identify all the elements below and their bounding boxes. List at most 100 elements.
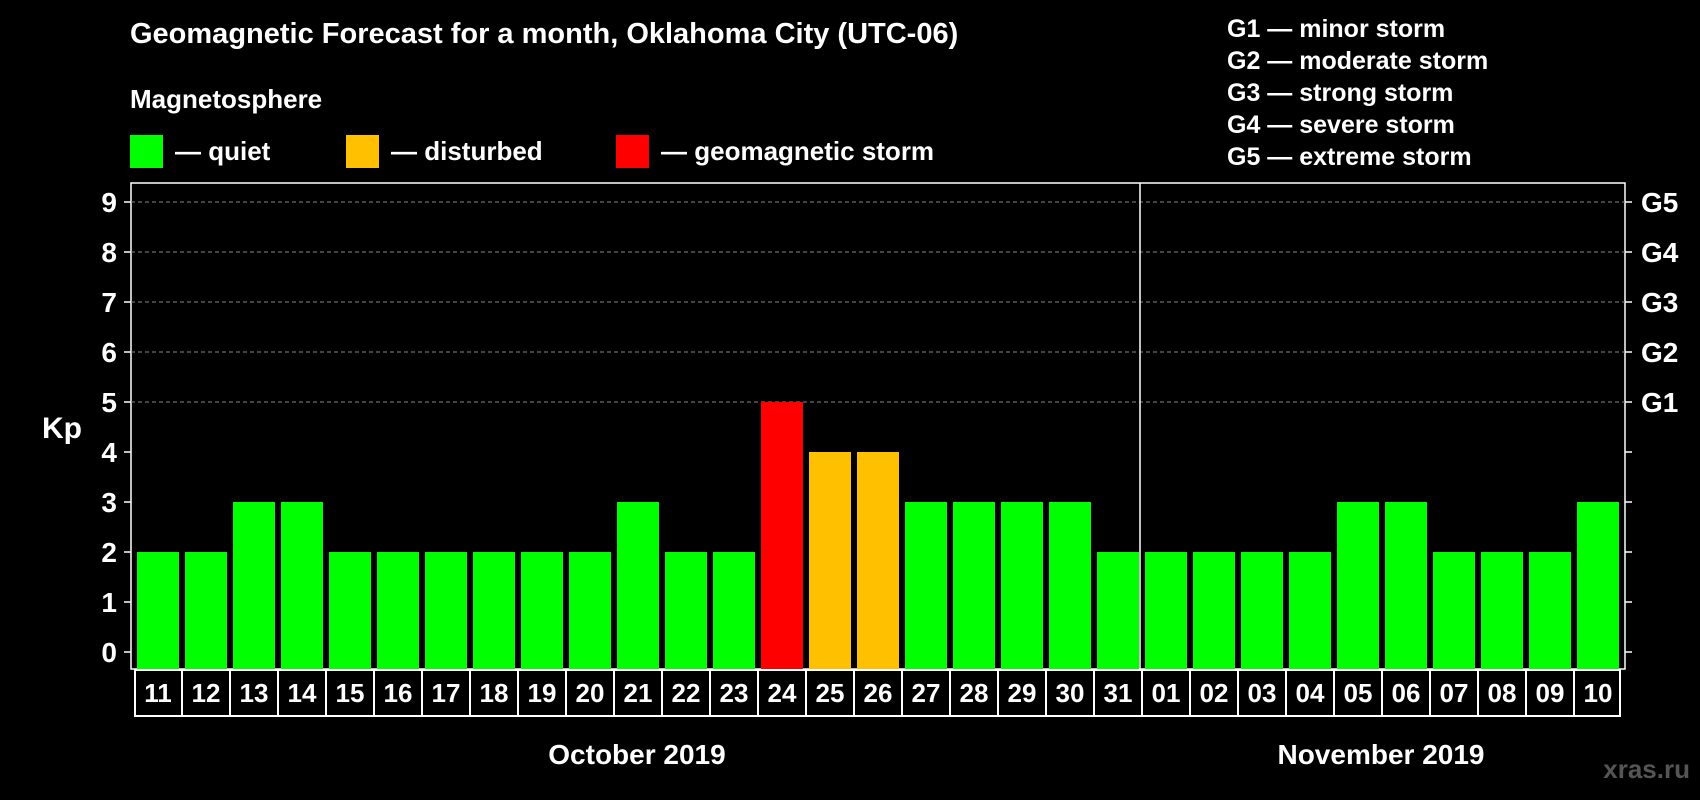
right-axis-label-g3: G3	[1641, 287, 1678, 318]
x-tick-label-24: 03	[1248, 678, 1277, 708]
x-tick-label-12: 22	[672, 678, 701, 708]
bar-day-30	[1529, 552, 1571, 669]
bar-day-7	[425, 552, 467, 669]
bar-day-11	[617, 502, 659, 669]
chart-title: Geomagnetic Forecast for a month, Oklaho…	[130, 18, 959, 50]
y-tick-label-9: 9	[101, 187, 117, 218]
bar-day-27	[1385, 502, 1427, 669]
bar-day-23	[1193, 552, 1235, 669]
x-tick-label-3: 13	[240, 678, 269, 708]
x-tick-label-23: 02	[1200, 678, 1229, 708]
legend-label-disturbed: — disturbed	[391, 135, 543, 166]
bar-day-5	[329, 552, 371, 669]
y-tick-label-6: 6	[101, 337, 117, 368]
x-tick-label-6: 16	[384, 678, 413, 708]
x-tick-label-20: 30	[1056, 678, 1085, 708]
x-tick-label-18: 28	[960, 678, 989, 708]
bar-day-29	[1481, 552, 1523, 669]
bar-day-20	[1049, 502, 1091, 669]
y-tick-label-5: 5	[101, 387, 117, 418]
y-tick-label-2: 2	[101, 537, 117, 568]
x-tick-label-16: 26	[864, 678, 893, 708]
x-tick-label-5: 15	[336, 678, 365, 708]
bar-day-21	[1097, 552, 1139, 669]
x-tick-label-11: 21	[624, 678, 653, 708]
bar-day-26	[1337, 502, 1379, 669]
bar-day-14	[761, 402, 803, 669]
y-tick-label-8: 8	[101, 237, 117, 268]
storm-level-g1: G1 — minor storm	[1227, 15, 1446, 43]
legend-item-disturbed: — disturbed	[346, 134, 543, 168]
x-tick-label-17: 27	[912, 678, 941, 708]
x-tick-label-28: 07	[1440, 678, 1469, 708]
y-tick-label-1: 1	[101, 587, 117, 618]
x-tick-label-15: 25	[816, 678, 845, 708]
storm-level-g3: G3 — strong storm	[1227, 79, 1454, 107]
legend-item-storm: — geomagnetic storm	[616, 134, 934, 168]
legend-heading: Magnetosphere	[130, 84, 323, 114]
watermark: xras.ru	[1603, 754, 1690, 784]
bar-day-22	[1145, 552, 1187, 669]
storm-level-legend: G1 — minor storm G2 — moderate storm G3 …	[1227, 13, 1488, 173]
day-label-frame	[134, 669, 1621, 717]
x-tick-label-30: 09	[1536, 678, 1565, 708]
right-axis-label-g5: G5	[1641, 187, 1678, 218]
bar-day-8	[473, 552, 515, 669]
bar-day-2	[185, 552, 227, 669]
x-tick-label-10: 20	[576, 678, 605, 708]
bar-day-18	[953, 502, 995, 669]
bar-day-1	[137, 552, 179, 669]
legend-swatch-disturbed	[346, 134, 379, 168]
bar-day-17	[905, 502, 947, 669]
right-axis-label-g2: G2	[1641, 337, 1678, 368]
bar-day-25	[1289, 552, 1331, 669]
bar-day-28	[1433, 552, 1475, 669]
legend-item-quiet: — quiet	[130, 134, 270, 168]
x-tick-label-9: 19	[528, 678, 557, 708]
x-tick-label-1: 11	[144, 678, 172, 708]
right-axis-label-g1: G1	[1641, 387, 1678, 418]
storm-level-g4: G4 — severe storm	[1227, 111, 1455, 139]
x-tick-label-29: 08	[1488, 678, 1517, 708]
bar-day-24	[1241, 552, 1283, 669]
x-tick-label-31: 10	[1584, 678, 1613, 708]
month-label-2: November 2019	[1277, 739, 1484, 770]
storm-level-g2: G2 — moderate storm	[1227, 47, 1489, 75]
x-tick-label-8: 18	[480, 678, 509, 708]
bar-day-19	[1001, 502, 1043, 669]
bar-day-16	[857, 452, 899, 669]
bar-day-31	[1577, 502, 1619, 669]
x-tick-label-26: 05	[1344, 678, 1373, 708]
y-axis-label: Kp	[42, 412, 82, 445]
x-tick-label-21: 31	[1104, 678, 1133, 708]
x-tick-label-7: 17	[432, 678, 461, 708]
x-tick-label-14: 24	[768, 678, 797, 708]
bar-day-3	[233, 502, 275, 669]
bar-day-13	[713, 552, 755, 669]
x-tick-label-19: 29	[1008, 678, 1037, 708]
y-tick-label-3: 3	[101, 487, 117, 518]
x-tick-label-2: 12	[192, 678, 221, 708]
x-tick-label-4: 14	[288, 678, 317, 708]
y-tick-label-4: 4	[101, 437, 117, 468]
y-tick-label-7: 7	[101, 287, 117, 318]
month-label-1: October 2019	[548, 739, 725, 770]
x-tick-label-13: 23	[720, 678, 749, 708]
bar-day-12	[665, 552, 707, 669]
bar-day-6	[377, 552, 419, 669]
right-axis-label-g4: G4	[1641, 237, 1679, 268]
storm-level-g5: G5 — extreme storm	[1227, 143, 1472, 171]
x-tick-label-25: 04	[1296, 678, 1325, 708]
bar-day-9	[521, 552, 563, 669]
legend-label-quiet: — quiet	[175, 135, 271, 166]
bar-day-15	[809, 452, 851, 669]
y-tick-label-0: 0	[101, 637, 117, 668]
legend-swatch-storm	[616, 134, 649, 168]
bar-day-4	[281, 502, 323, 669]
legend-swatch-quiet	[130, 134, 163, 168]
x-tick-label-27: 06	[1392, 678, 1421, 708]
bar-day-10	[569, 552, 611, 669]
legend-label-storm: — geomagnetic storm	[661, 135, 935, 166]
x-tick-label-22: 01	[1152, 678, 1181, 708]
